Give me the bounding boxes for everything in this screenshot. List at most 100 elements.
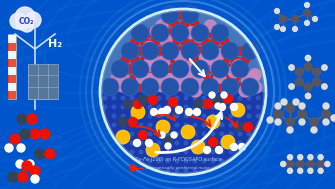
Circle shape xyxy=(184,76,196,88)
Circle shape xyxy=(323,119,329,125)
Circle shape xyxy=(305,21,310,25)
Circle shape xyxy=(245,79,257,91)
Circle shape xyxy=(161,56,169,64)
Circle shape xyxy=(172,70,183,82)
Circle shape xyxy=(131,74,139,82)
Circle shape xyxy=(139,150,143,154)
Circle shape xyxy=(318,168,323,173)
Circle shape xyxy=(275,103,281,109)
Circle shape xyxy=(40,129,50,139)
Circle shape xyxy=(310,118,319,126)
Circle shape xyxy=(166,114,170,118)
Circle shape xyxy=(194,108,201,115)
Circle shape xyxy=(151,38,159,46)
Circle shape xyxy=(181,6,199,24)
Circle shape xyxy=(121,132,125,136)
Circle shape xyxy=(238,141,242,145)
Circle shape xyxy=(229,114,233,118)
Circle shape xyxy=(161,74,169,82)
Circle shape xyxy=(226,81,238,93)
Circle shape xyxy=(211,123,215,127)
Circle shape xyxy=(175,68,186,80)
Circle shape xyxy=(216,47,224,55)
Circle shape xyxy=(148,105,152,109)
Circle shape xyxy=(214,96,222,104)
Circle shape xyxy=(221,56,229,64)
Circle shape xyxy=(157,114,161,118)
Circle shape xyxy=(171,24,189,42)
Circle shape xyxy=(229,132,233,136)
Circle shape xyxy=(184,141,188,145)
Circle shape xyxy=(202,96,206,100)
Circle shape xyxy=(103,105,107,109)
Circle shape xyxy=(161,38,169,46)
Circle shape xyxy=(148,114,152,118)
Circle shape xyxy=(317,160,324,168)
Circle shape xyxy=(150,108,157,115)
Circle shape xyxy=(230,143,238,150)
Circle shape xyxy=(304,83,312,91)
Circle shape xyxy=(181,42,199,60)
Circle shape xyxy=(18,172,28,182)
Circle shape xyxy=(241,78,259,96)
Circle shape xyxy=(215,103,221,109)
Circle shape xyxy=(202,105,206,109)
Circle shape xyxy=(202,123,206,127)
Circle shape xyxy=(131,105,145,119)
Circle shape xyxy=(139,105,143,109)
Circle shape xyxy=(202,150,206,154)
Circle shape xyxy=(313,78,321,86)
Circle shape xyxy=(131,56,139,64)
Circle shape xyxy=(156,83,164,91)
Circle shape xyxy=(221,135,235,149)
Circle shape xyxy=(121,141,125,145)
Circle shape xyxy=(172,72,184,84)
Circle shape xyxy=(15,7,35,27)
Circle shape xyxy=(139,96,143,100)
Wedge shape xyxy=(100,9,266,92)
Circle shape xyxy=(229,141,233,145)
Circle shape xyxy=(130,141,134,145)
Circle shape xyxy=(158,108,165,115)
Bar xyxy=(8,59,16,67)
Circle shape xyxy=(146,51,158,63)
Circle shape xyxy=(305,93,311,99)
Circle shape xyxy=(157,150,161,154)
Circle shape xyxy=(202,141,206,145)
Circle shape xyxy=(30,166,40,176)
Circle shape xyxy=(231,56,239,64)
Circle shape xyxy=(244,122,253,132)
Circle shape xyxy=(171,132,177,138)
Circle shape xyxy=(204,53,216,65)
Circle shape xyxy=(16,18,28,30)
Circle shape xyxy=(148,150,152,154)
Circle shape xyxy=(166,65,174,73)
Circle shape xyxy=(206,115,220,129)
Circle shape xyxy=(242,74,254,86)
Circle shape xyxy=(166,159,170,163)
Circle shape xyxy=(191,74,199,82)
Circle shape xyxy=(157,141,161,145)
Circle shape xyxy=(146,29,154,37)
Circle shape xyxy=(186,29,194,37)
Circle shape xyxy=(211,24,229,42)
Circle shape xyxy=(289,65,294,70)
Circle shape xyxy=(141,38,149,46)
Circle shape xyxy=(166,168,170,172)
Circle shape xyxy=(287,168,292,173)
Circle shape xyxy=(211,60,229,78)
Text: Energetically preferred route: Energetically preferred route xyxy=(146,166,210,170)
Circle shape xyxy=(159,132,165,138)
Circle shape xyxy=(203,99,212,108)
Circle shape xyxy=(211,114,215,118)
Circle shape xyxy=(184,132,188,136)
Circle shape xyxy=(296,160,304,168)
Circle shape xyxy=(216,83,224,91)
Circle shape xyxy=(141,73,153,85)
Circle shape xyxy=(8,172,18,182)
Circle shape xyxy=(247,105,251,109)
Circle shape xyxy=(161,78,179,96)
Circle shape xyxy=(166,123,170,127)
Circle shape xyxy=(20,18,34,32)
Circle shape xyxy=(35,149,45,159)
